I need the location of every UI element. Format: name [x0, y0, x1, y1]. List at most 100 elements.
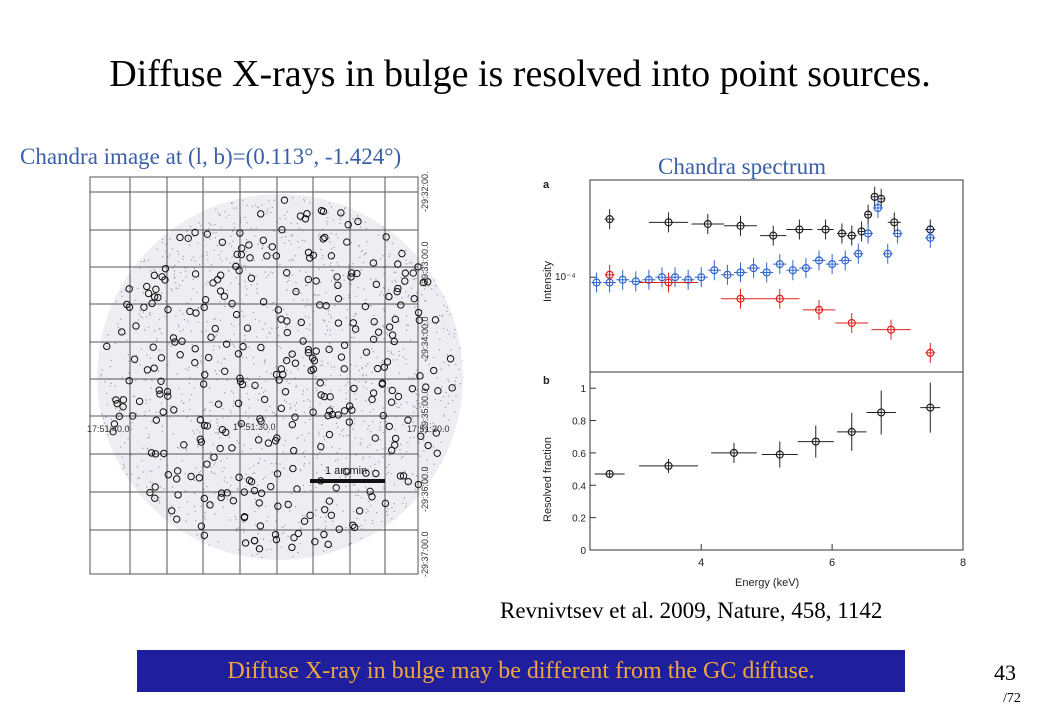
noise-dot — [271, 272, 274, 274]
noise-dot — [230, 495, 232, 497]
noise-dot — [446, 310, 448, 312]
noise-dot — [230, 245, 233, 248]
noise-dot — [362, 456, 365, 458]
source-marker — [112, 396, 120, 404]
noise-dot — [198, 471, 200, 473]
noise-dot — [161, 430, 163, 432]
noise-dot — [110, 359, 112, 362]
noise-dot — [252, 386, 254, 388]
noise-dot — [236, 302, 239, 304]
noise-dot — [238, 323, 241, 325]
noise-dot — [330, 317, 332, 319]
noise-dot — [442, 327, 445, 329]
noise-dot — [149, 399, 151, 401]
noise-dot — [100, 373, 102, 375]
noise-dot — [321, 364, 323, 367]
noise-dot — [146, 447, 149, 449]
noise-dot — [213, 249, 215, 251]
noise-dot — [411, 417, 414, 419]
noise-dot — [341, 214, 344, 216]
noise-dot — [262, 328, 264, 330]
noise-dot — [192, 278, 194, 280]
noise-dot — [209, 410, 211, 412]
noise-dot — [342, 510, 344, 512]
noise-dot — [233, 223, 235, 225]
noise-dot — [433, 463, 435, 465]
noise-dot — [385, 364, 387, 367]
noise-dot — [292, 555, 294, 558]
noise-dot — [366, 388, 368, 390]
source-marker — [235, 473, 243, 482]
noise-dot — [393, 484, 396, 486]
noise-dot — [293, 299, 295, 301]
noise-dot — [364, 252, 366, 254]
data-point — [723, 270, 732, 279]
noise-dot — [425, 431, 427, 433]
noise-dot — [215, 232, 217, 234]
noise-dot — [170, 288, 172, 290]
noise-dot — [126, 307, 128, 309]
noise-dot — [318, 268, 320, 270]
noise-dot — [228, 243, 231, 245]
panel-b-frame — [589, 371, 964, 551]
noise-dot — [134, 379, 137, 382]
noise-dot — [374, 337, 376, 340]
noise-dot — [297, 436, 300, 438]
source-marker — [163, 387, 172, 396]
noise-dot — [309, 278, 311, 281]
source-marker — [370, 318, 378, 326]
noise-dot — [367, 446, 369, 448]
noise-dot — [197, 321, 199, 323]
noise-dot — [343, 208, 346, 210]
noise-dot — [424, 414, 426, 417]
noise-dot — [427, 323, 429, 325]
source-marker — [385, 323, 394, 331]
noise-dot — [345, 527, 347, 529]
noise-dot — [330, 280, 333, 282]
noise-dot — [200, 362, 202, 364]
noise-dot — [203, 488, 205, 490]
noise-dot — [383, 267, 385, 269]
noise-dot — [410, 261, 413, 264]
source-marker — [304, 345, 313, 354]
y-tick-label-b: 0.4 — [572, 481, 586, 492]
noise-dot — [256, 292, 258, 294]
noise-dot — [425, 272, 427, 274]
noise-dot — [436, 377, 438, 379]
noise-dot — [319, 451, 321, 453]
noise-dot — [258, 320, 261, 322]
noise-dot — [258, 393, 260, 395]
source-marker — [345, 418, 354, 426]
source-marker — [232, 262, 240, 271]
source-marker — [210, 453, 218, 461]
noise-dot — [348, 297, 350, 299]
noise-dot — [279, 463, 281, 465]
data-point — [877, 408, 886, 417]
source-marker — [197, 438, 206, 446]
noise-dot — [309, 329, 311, 331]
noise-dot — [372, 421, 374, 423]
noise-dot — [431, 288, 433, 290]
noise-dot — [446, 353, 448, 356]
conclusion-banner: Diffuse X-ray in bulge may be different … — [137, 650, 905, 692]
noise-dot — [182, 255, 184, 257]
noise-dot — [208, 228, 210, 230]
noise-dot — [161, 238, 164, 240]
noise-dot — [230, 235, 232, 237]
noise-dot — [408, 294, 410, 296]
noise-dot — [264, 460, 266, 462]
noise-dot — [304, 315, 307, 318]
source-marker — [414, 480, 423, 489]
noise-dot — [375, 278, 377, 280]
noise-dot — [186, 416, 188, 418]
noise-dot — [342, 435, 345, 437]
noise-dot — [306, 327, 308, 330]
noise-dot — [126, 473, 128, 476]
noise-dot — [335, 460, 337, 462]
source-marker — [119, 396, 128, 404]
noise-dot — [418, 415, 420, 417]
source-marker — [240, 513, 249, 522]
source-marker — [369, 259, 378, 267]
source-marker — [206, 501, 214, 509]
noise-dot — [406, 401, 408, 404]
